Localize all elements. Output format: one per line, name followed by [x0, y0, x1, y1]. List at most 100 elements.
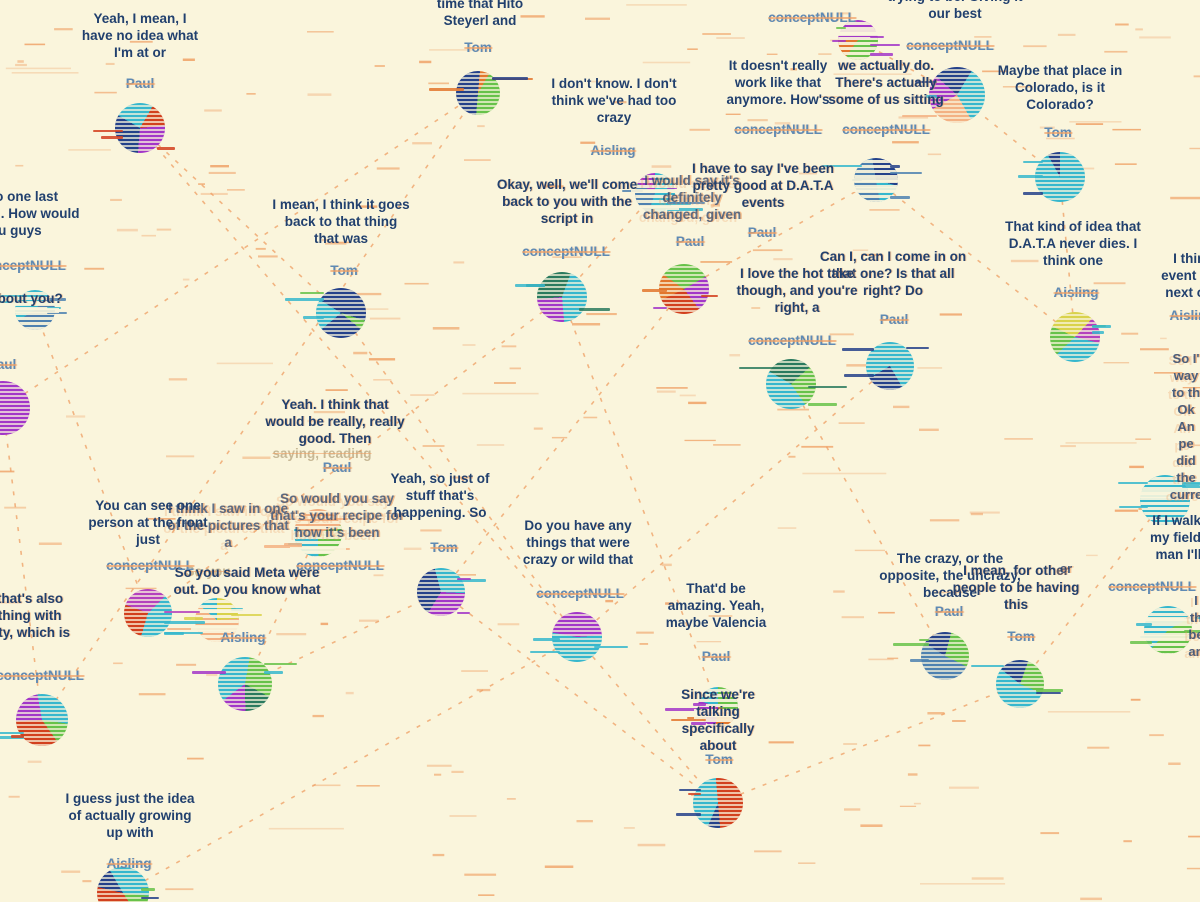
quote-label[interactable]: I have to say I've been pretty good at D…: [691, 161, 835, 210]
quote-label[interactable]: I mean, for other people to be having th…: [952, 563, 1080, 612]
node-circle[interactable]: [537, 272, 587, 322]
node-circle[interactable]: [1144, 606, 1192, 654]
speaker-label: conceptNULL: [106, 558, 194, 573]
quote-label[interactable]: So you said Meta were out. Do you know w…: [173, 565, 321, 597]
node-circle[interactable]: [693, 778, 743, 828]
node-circle[interactable]: [552, 612, 602, 662]
glitch-streak: [1182, 483, 1200, 486]
quote-label[interactable]: Since we're talking specifically about: [681, 687, 755, 753]
quote-label[interactable]: It doesn't really work like that anymore…: [726, 58, 830, 107]
quote-label[interactable]: I would say it's definitely changed, giv…: [642, 173, 742, 222]
quote-label[interactable]: I guess just the idea of actually growin…: [65, 791, 195, 840]
node-circle[interactable]: [929, 67, 985, 123]
quote-label[interactable]: Yeah, so just of stuff that's happening.…: [390, 471, 490, 520]
glitch-cutbar: [694, 709, 742, 714]
glitch-streak: [1036, 689, 1064, 693]
glitch-streak: [47, 306, 62, 310]
quote-label[interactable]: Do you have any things that were crazy o…: [522, 518, 634, 567]
glitch-streak: [808, 402, 837, 406]
glitch-streak: [667, 201, 705, 205]
edge-line: [244, 591, 442, 685]
glitch-cutbar: [850, 186, 902, 192]
glitch-streak: [653, 307, 667, 310]
glitch-streak: [1184, 630, 1200, 634]
quote-label[interactable]: That kind of idea that D.A.T.A never die…: [1005, 219, 1141, 268]
node-circle[interactable]: [996, 660, 1044, 708]
quote-label[interactable]: Can I, can I come in on that one? Is tha…: [819, 249, 967, 298]
node-circle[interactable]: [1050, 312, 1100, 362]
edge-line: [440, 288, 685, 593]
quote-label[interactable]: If I walk dow my field in Cl man I'll ha…: [1149, 513, 1200, 562]
quote-label[interactable]: time that Hito Steyerl and: [436, 0, 524, 28]
speaker-label: Paul: [701, 649, 731, 664]
glitch-streak: [0, 294, 23, 297]
glitch-streak: [667, 187, 678, 190]
glitch-streak: [264, 670, 283, 674]
node-circle[interactable]: [417, 568, 465, 616]
node-circle[interactable]: [1140, 475, 1190, 525]
node-circle[interactable]: [456, 71, 500, 115]
glitch-streak: [691, 722, 706, 726]
glitch-streak: [141, 896, 159, 900]
glitch-streak: [594, 646, 628, 649]
node-circle[interactable]: [659, 264, 709, 314]
edge-line: [561, 296, 719, 708]
speaker-label: Tom: [1044, 125, 1072, 140]
node-circle[interactable]: [218, 657, 272, 711]
glitch-streak: [1036, 691, 1061, 695]
quote-label[interactable]: we actually do. There's actually some of…: [828, 58, 944, 107]
speaker-label: Aisling: [1169, 308, 1200, 323]
speaker-label: Paul: [934, 604, 964, 619]
glitch-streak: [183, 617, 203, 621]
glitch-streak: [457, 578, 486, 583]
glitch-streak: [918, 639, 929, 642]
quote-label[interactable]: Maybe that place in Colorado, is it Colo…: [997, 63, 1123, 112]
quote-label[interactable]: I love the hot take though, and you're r…: [736, 266, 858, 315]
glitch-streak: [641, 288, 667, 292]
quote-label[interactable]: Ok so one last question. How would you g…: [0, 189, 80, 238]
quote-label[interactable]: Okay, well, we'll come back to you with …: [496, 177, 638, 226]
glitch-cutbar: [1140, 617, 1196, 623]
quote-label[interactable]: think that's also something with curiosi…: [0, 591, 71, 640]
glitch-streak: [428, 88, 464, 92]
node-circle[interactable]: [97, 867, 149, 902]
quote-label[interactable]: I think event info next one: [1161, 251, 1200, 300]
quote-label[interactable]: Yeah, I mean, I have no idea what I'm at…: [81, 11, 199, 60]
glitch-streak: [1119, 505, 1148, 509]
speaker-label: Tom: [464, 40, 492, 55]
quote-label[interactable]: trying to be. Giving it our best: [888, 0, 1023, 21]
quote-label[interactable]: That'd be amazing. Yeah, maybe Valencia: [665, 581, 767, 630]
node-circle[interactable]: [195, 598, 239, 642]
quote-label[interactable]: I think I saw in one of the pictures tha…: [167, 501, 289, 550]
node-circle[interactable]: [16, 694, 68, 746]
quote-label[interactable]: Yeah. I think that would be really, real…: [265, 397, 405, 446]
glitch-streak: [1022, 160, 1043, 164]
node-circle[interactable]: [921, 632, 969, 680]
node-circle[interactable]: [866, 342, 914, 390]
glitch-streak: [47, 312, 68, 315]
quote-label[interactable]: You can see one person at the front just: [88, 498, 208, 547]
glitch-streak: [492, 77, 528, 81]
text-fragment: er: [1059, 561, 1073, 576]
quote-label[interactable]: I mean, I think it goes back to that thi…: [272, 197, 410, 246]
ghost-text: saying, reading: [272, 446, 372, 461]
glitch-streak: [167, 627, 203, 630]
speaker-label: conceptNULL: [842, 122, 930, 137]
glitch-cutbar: [191, 609, 243, 613]
glitch-streak: [263, 544, 302, 548]
node-circle[interactable]: [766, 359, 816, 409]
glitch-streak: [457, 577, 472, 581]
node-circle[interactable]: [115, 103, 165, 153]
quote-label[interactable]: I don't know. I don't think we've had to…: [551, 76, 677, 125]
glitch-cutbar: [631, 206, 679, 210]
node-circle[interactable]: [1035, 152, 1085, 202]
quote-label[interactable]: So would you say that's your recipe for …: [270, 491, 404, 540]
glitch-streak: [808, 386, 847, 389]
quote-label[interactable]: The crazy, or the opposite, the uncrazy,…: [879, 551, 1021, 600]
glitch-streak: [264, 662, 298, 666]
node-circle[interactable]: [316, 288, 366, 338]
quote-label[interactable]: What about you?: [0, 291, 63, 306]
speaker-label: conceptNULL: [748, 333, 836, 348]
glitch-streak: [284, 298, 324, 302]
